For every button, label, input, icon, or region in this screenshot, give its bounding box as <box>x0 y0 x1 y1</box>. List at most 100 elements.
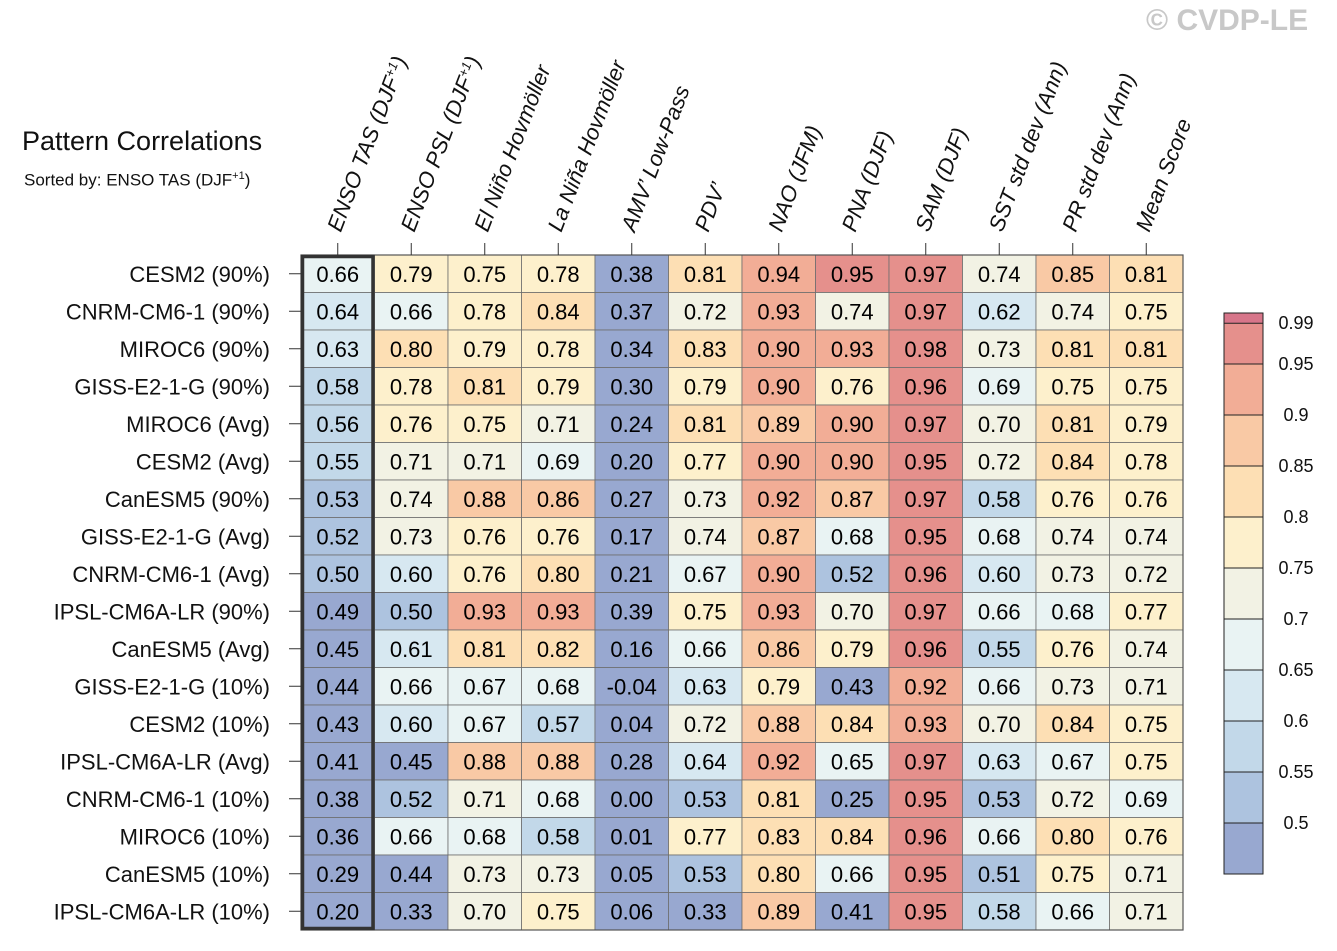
row-label: MIROC6 (10%) <box>120 824 270 849</box>
cell-value-label: 0.78 <box>1125 449 1168 474</box>
cell-value-label: 0.71 <box>463 787 506 812</box>
heatmap-cell <box>447 629 522 668</box>
heatmap-cell <box>668 629 743 668</box>
heatmap-cell <box>888 254 963 293</box>
heatmap-cell <box>521 517 596 556</box>
cell-value-label: 0.41 <box>316 749 359 774</box>
chart-subtitle: Sorted by: ENSO TAS (DJF+1) <box>24 170 250 191</box>
colorbar-swatch <box>1224 772 1263 823</box>
heatmap-cell <box>1109 817 1184 856</box>
colorbar-tick-label: 0.6 <box>1283 711 1308 731</box>
cell-value-label: 0.39 <box>610 599 653 624</box>
cell-value-label: 0.67 <box>463 712 506 737</box>
heatmap-cell <box>962 854 1037 893</box>
heatmap-cell <box>1109 779 1184 818</box>
cell-value-label: 0.88 <box>463 749 506 774</box>
heatmap-cell <box>962 479 1037 518</box>
cell-value-label: 0.45 <box>390 749 433 774</box>
heatmap-cell <box>1109 629 1184 668</box>
cell-value-label: 0.85 <box>1051 262 1094 287</box>
row-label: IPSL-CM6A-LR (10%) <box>54 899 270 924</box>
colorbar-tick-label: 0.65 <box>1278 660 1313 680</box>
heatmap-cell <box>300 292 375 331</box>
cell-value-label: 0.77 <box>684 449 727 474</box>
colorbar-border <box>1223 312 1264 875</box>
heatmap-cell <box>447 779 522 818</box>
cell-value-label: 0.93 <box>904 712 947 737</box>
cell-value-label: 0.58 <box>978 899 1021 924</box>
cell-value-label: 0.84 <box>831 824 874 849</box>
cell-value-label: 0.29 <box>316 862 359 887</box>
cell-value-label: 0.06 <box>610 899 653 924</box>
heatmap-cell <box>815 854 890 893</box>
colorbar-swatch <box>1224 313 1263 324</box>
heatmap-cell <box>1035 479 1110 518</box>
colorbar-swatch <box>1224 619 1263 670</box>
heatmap-cell <box>815 442 890 481</box>
column-label: ENSO PSL (DJF+1) <box>396 53 486 235</box>
cell-value-label: 0.49 <box>316 599 359 624</box>
heatmap-cell <box>741 554 816 593</box>
column-label: La Niña Hovmöller <box>543 55 632 234</box>
heatmap-cell <box>1035 442 1110 481</box>
cell-value-label: 0.95 <box>904 449 947 474</box>
heatmap-cell <box>888 667 963 706</box>
cell-value-label: 0.66 <box>390 299 433 324</box>
heatmap-cell <box>815 667 890 706</box>
cell-value-label: 0.81 <box>1051 412 1094 437</box>
cell-value-label: 0.81 <box>684 262 727 287</box>
heatmap-cell <box>447 442 522 481</box>
heatmap-cell <box>594 479 669 518</box>
heatmap-cell <box>888 292 963 331</box>
heatmap-cell <box>374 517 449 556</box>
cell-value-label: 0.41 <box>831 899 874 924</box>
colorbar-tick-label: 0.55 <box>1278 762 1313 782</box>
colorbar-tick-label: 0.5 <box>1283 813 1308 833</box>
cell-value-label: 0.95 <box>904 862 947 887</box>
cell-value-label: 0.95 <box>904 899 947 924</box>
cell-value-label: 0.74 <box>1051 299 1094 324</box>
cell-value-label: 0.68 <box>1051 599 1094 624</box>
cell-value-label: 0.92 <box>757 749 800 774</box>
heatmap-cell <box>1035 329 1110 368</box>
cell-value-label: 0.27 <box>610 487 653 512</box>
cell-value-label: 0.70 <box>831 599 874 624</box>
heatmap-cell <box>1109 479 1184 518</box>
heatmap-cell <box>668 517 743 556</box>
cell-value-label: 0.68 <box>463 824 506 849</box>
colorbar-tick-label: 0.75 <box>1278 558 1313 578</box>
cell-value-label: 0.73 <box>463 862 506 887</box>
cell-value-label: 0.71 <box>1125 674 1168 699</box>
heatmap-cell <box>374 404 449 443</box>
heatmap-cell <box>1035 292 1110 331</box>
cell-value-label: 0.72 <box>684 712 727 737</box>
heatmap-cell <box>447 517 522 556</box>
cell-value-label: 0.25 <box>831 787 874 812</box>
cell-value-label: 0.86 <box>757 637 800 662</box>
heatmap-cell <box>447 404 522 443</box>
heatmap-cell <box>1035 854 1110 893</box>
cell-value-label: 0.63 <box>316 337 359 362</box>
column-label: SST std dev (Ann) <box>984 58 1072 235</box>
cell-value-label: 0.71 <box>1125 899 1168 924</box>
heatmap-cell <box>741 742 816 781</box>
cell-value-label: 0.95 <box>904 524 947 549</box>
cell-value-label: 0.75 <box>463 412 506 437</box>
cell-value-label: 0.01 <box>610 824 653 849</box>
cell-value-label: 0.97 <box>904 412 947 437</box>
cell-value-label: 0.97 <box>904 262 947 287</box>
cell-value-label: 0.66 <box>978 824 1021 849</box>
cell-value-label: 0.75 <box>1051 374 1094 399</box>
cell-value-label: 0.79 <box>1125 412 1168 437</box>
heatmap-cell <box>1109 292 1184 331</box>
heatmap-cell <box>741 779 816 818</box>
heatmap-cell <box>300 254 375 293</box>
heatmap-cell <box>521 892 596 931</box>
cell-value-label: 0.20 <box>316 899 359 924</box>
heatmap-cell <box>815 254 890 293</box>
cell-value-label: 0.65 <box>831 749 874 774</box>
cell-value-label: 0.79 <box>537 374 580 399</box>
cell-value-label: 0.84 <box>1051 712 1094 737</box>
heatmap-cell <box>815 592 890 631</box>
heatmap-cell <box>300 517 375 556</box>
